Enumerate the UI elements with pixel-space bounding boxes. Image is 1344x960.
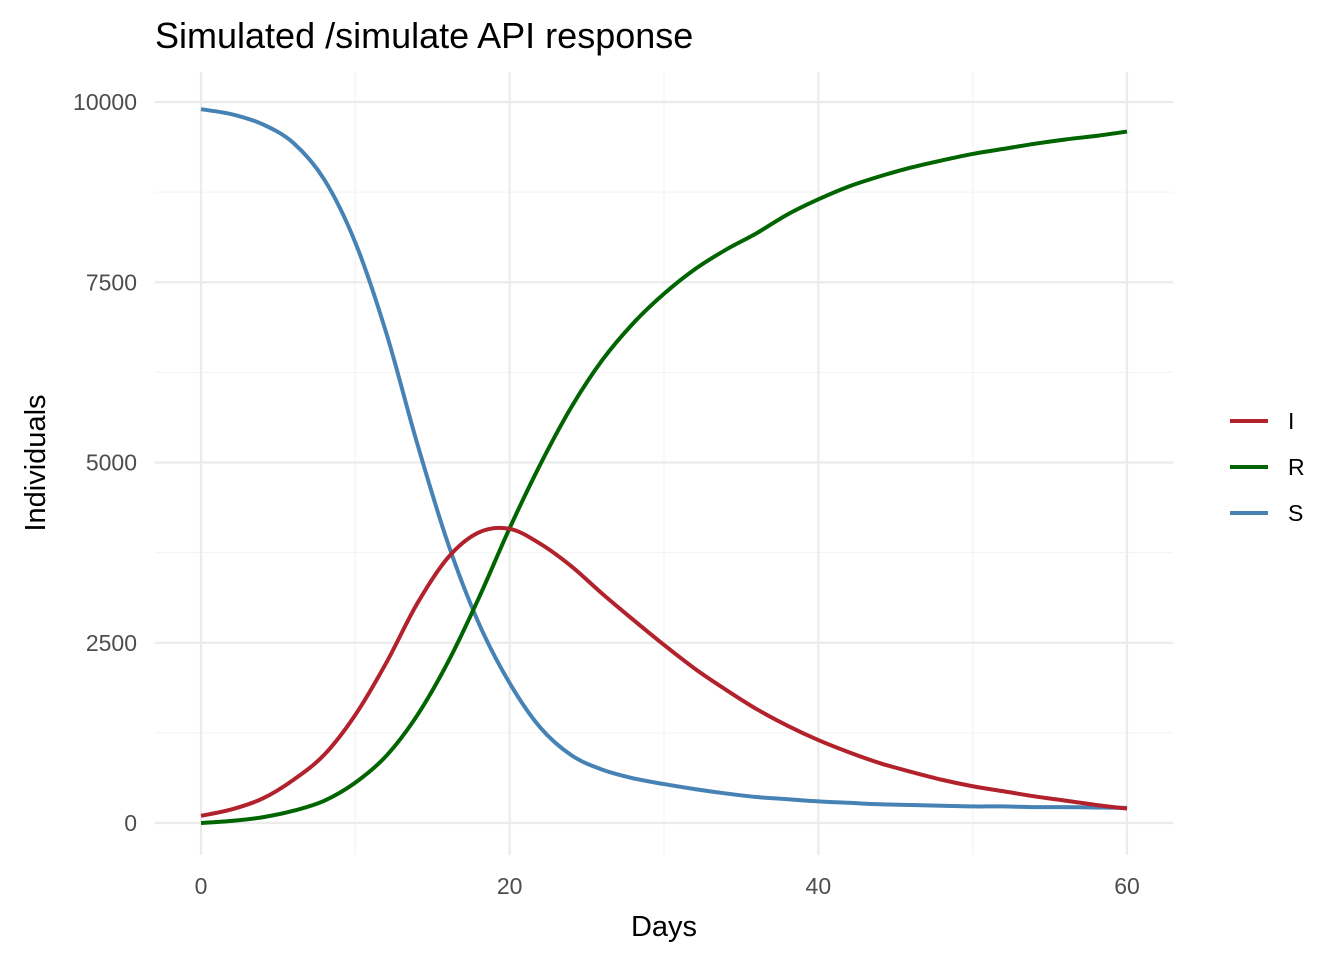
x-tick-label: 40: [806, 873, 832, 899]
series-line-s: [200, 107, 1128, 810]
series-line-i: [200, 525, 1128, 818]
y-tick-label: 10000: [73, 89, 137, 115]
legend-label-s: S: [1288, 500, 1303, 526]
x-tick-label: 60: [1114, 873, 1140, 899]
series-line-r: [200, 129, 1128, 825]
x-tick-label: 0: [195, 873, 208, 899]
axis-ticks: 0 20 40 60 0 2500 5000 7500 10000: [73, 89, 1140, 899]
y-tick-label: 5000: [86, 450, 137, 476]
legend: IRS: [1230, 408, 1305, 526]
x-tick-label: 20: [497, 873, 523, 899]
chart-title: Simulated /simulate API response: [155, 15, 693, 56]
grid: [155, 72, 1173, 855]
y-tick-label: 0: [124, 810, 137, 836]
y-tick-label: 2500: [86, 630, 137, 656]
y-tick-label: 7500: [86, 269, 137, 295]
y-axis-label: Individuals: [20, 394, 52, 531]
x-axis-label: Days: [631, 911, 697, 943]
series-lines: [200, 107, 1128, 825]
legend-label-i: I: [1288, 408, 1294, 434]
legend-label-r: R: [1288, 454, 1305, 480]
